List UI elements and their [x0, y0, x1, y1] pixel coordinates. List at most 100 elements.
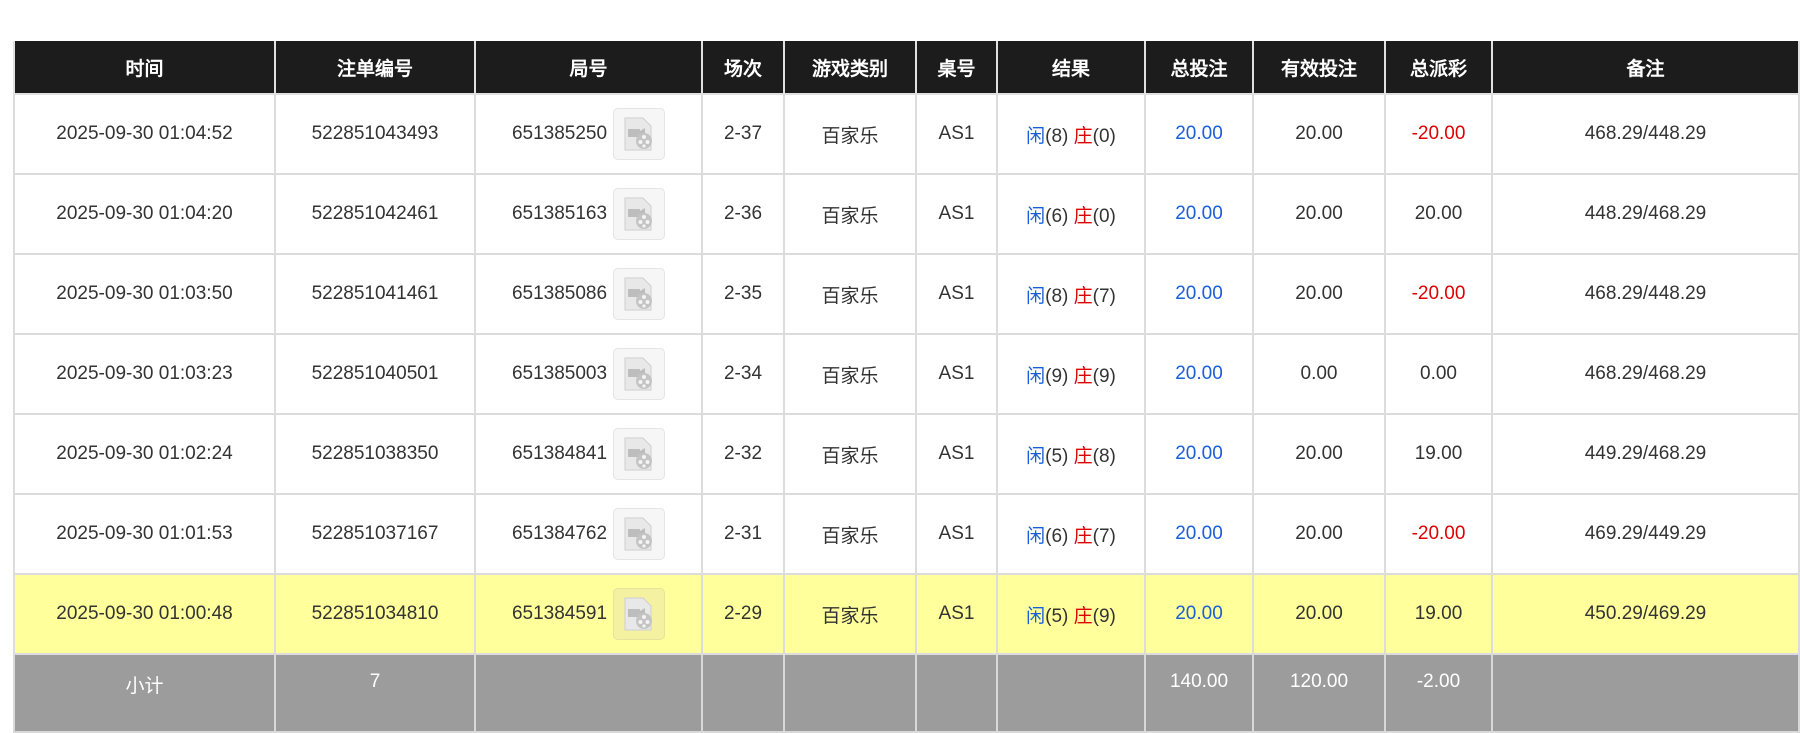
- valid-bet-cell: 20.00: [1252, 493, 1386, 575]
- header-bet-id: 注单编号: [274, 41, 476, 95]
- header-game-type: 游戏类别: [783, 41, 917, 95]
- note-cell: 468.29/448.29: [1491, 93, 1800, 175]
- banker-label: 庄: [1073, 125, 1093, 147]
- round-number: 651384591: [511, 603, 608, 625]
- table-row: 2025-09-30 01:00:48 522851034810 651384591…: [13, 573, 1800, 655]
- player-score: (6): [1045, 205, 1069, 227]
- payout-cell: 20.00: [1384, 173, 1493, 255]
- round-cell: 651384762: [474, 493, 703, 575]
- round-number: 651384841: [511, 443, 608, 465]
- shoe-cell: 2-36: [701, 173, 785, 255]
- result-cell: 闲(5) 庄(8): [996, 413, 1146, 495]
- table-no-cell: AS1: [915, 333, 998, 415]
- total-bet-cell: 20.00: [1144, 173, 1254, 255]
- time-cell: 2025-09-30 01:02:24: [13, 413, 276, 495]
- round-cell: 651385250: [474, 93, 703, 175]
- bet-id-cell: 522851041461: [274, 253, 476, 335]
- player-label: 闲: [1026, 125, 1046, 147]
- banker-label: 庄: [1073, 525, 1093, 547]
- bet-id-cell: 522851040501: [274, 333, 476, 415]
- valid-bet-cell: 20.00: [1252, 253, 1386, 335]
- time-cell: 2025-09-30 01:01:53: [13, 493, 276, 575]
- header-result: 结果: [996, 41, 1146, 95]
- result-cell: 闲(6) 庄(7): [996, 493, 1146, 575]
- round-cell: 651385003: [474, 333, 703, 415]
- video-replay-icon[interactable]: [613, 268, 666, 320]
- time-cell: 2025-09-30 01:03:23: [13, 333, 276, 415]
- game-type-cell: 百家乐: [783, 253, 917, 335]
- table-row: 2025-09-30 01:04:52 522851043493 651385250…: [13, 93, 1800, 175]
- shoe-cell: 2-32: [701, 413, 785, 495]
- game-type-cell: 百家乐: [783, 173, 917, 255]
- header-round: 局号: [474, 41, 703, 95]
- video-replay-icon[interactable]: [613, 188, 666, 240]
- note-cell: 468.29/448.29: [1491, 253, 1800, 335]
- shoe-cell: 2-35: [701, 253, 785, 335]
- valid-bet-cell: 20.00: [1252, 173, 1386, 255]
- player-label: 闲: [1026, 525, 1046, 547]
- table-header: 时间 注单编号 局号 场次 游戏类别 桌号 结果 总投注 有效投注 总派彩 备注: [13, 41, 1800, 95]
- bet-records-table: 时间 注单编号 局号 场次 游戏类别 桌号 结果 总投注 有效投注 总派彩 备注 2025-09-3…: [13, 41, 1800, 733]
- payout-cell: -20.00: [1384, 93, 1493, 175]
- game-type-cell: 百家乐: [783, 493, 917, 575]
- bet-id-cell: 522851037167: [274, 493, 476, 575]
- valid-bet-cell: 20.00: [1252, 413, 1386, 495]
- payout-cell: 19.00: [1384, 413, 1493, 495]
- banker-score: (0): [1092, 205, 1116, 227]
- table-row: 2025-09-30 01:03:23 522851040501 651385003…: [13, 333, 1800, 415]
- round-cell: 651385086: [474, 253, 703, 335]
- shoe-cell: 2-29: [701, 573, 785, 655]
- round-cell: 651385163: [474, 173, 703, 255]
- total-bet-cell: 20.00: [1144, 333, 1254, 415]
- table-row: 2025-09-30 01:03:50 522851041461 651385086…: [13, 253, 1800, 335]
- shoe-cell: 2-37: [701, 93, 785, 175]
- shoe-cell: 2-31: [701, 493, 785, 575]
- subtotal-payout: -2.00: [1384, 653, 1493, 733]
- player-score: (5): [1045, 445, 1069, 467]
- header-note: 备注: [1491, 41, 1800, 95]
- bet-id-cell: 522851043493: [274, 93, 476, 175]
- banker-label: 庄: [1073, 445, 1093, 467]
- header-shoe: 场次: [701, 41, 785, 95]
- video-replay-icon[interactable]: [613, 508, 666, 560]
- header-table-no: 桌号: [915, 41, 998, 95]
- player-label: 闲: [1026, 365, 1046, 387]
- banker-score: (9): [1092, 605, 1116, 627]
- result-cell: 闲(5) 庄(9): [996, 573, 1146, 655]
- valid-bet-cell: 20.00: [1252, 573, 1386, 655]
- video-replay-icon[interactable]: [613, 348, 666, 400]
- subtotal-label: 小计: [13, 653, 276, 733]
- note-cell: 469.29/449.29: [1491, 493, 1800, 575]
- payout-cell: 0.00: [1384, 333, 1493, 415]
- header-time: 时间: [13, 41, 276, 95]
- round-number: 651385086: [511, 283, 608, 305]
- table-no-cell: AS1: [915, 253, 998, 335]
- total-bet-cell: 20.00: [1144, 93, 1254, 175]
- banker-score: (0): [1092, 125, 1116, 147]
- round-number: 651385003: [511, 363, 608, 385]
- time-cell: 2025-09-30 01:00:48: [13, 573, 276, 655]
- table-no-cell: AS1: [915, 413, 998, 495]
- table-row: 2025-09-30 01:01:53 522851037167 651384762…: [13, 493, 1800, 575]
- subtotal-count: 7: [274, 653, 476, 733]
- header-total-bet: 总投注: [1144, 41, 1254, 95]
- player-label: 闲: [1026, 205, 1046, 227]
- note-cell: 468.29/468.29: [1491, 333, 1800, 415]
- valid-bet-cell: 0.00: [1252, 333, 1386, 415]
- banker-score: (7): [1092, 525, 1116, 547]
- player-score: (8): [1045, 285, 1069, 307]
- video-replay-icon[interactable]: [613, 428, 666, 480]
- player-label: 闲: [1026, 605, 1046, 627]
- total-bet-cell: 20.00: [1144, 493, 1254, 575]
- table-no-cell: AS1: [915, 173, 998, 255]
- note-cell: 449.29/468.29: [1491, 413, 1800, 495]
- result-cell: 闲(9) 庄(9): [996, 333, 1146, 415]
- result-cell: 闲(6) 庄(0): [996, 173, 1146, 255]
- table-row: 2025-09-30 01:04:20 522851042461 651385163…: [13, 173, 1800, 255]
- video-replay-icon[interactable]: [613, 108, 666, 160]
- table-no-cell: AS1: [915, 493, 998, 575]
- video-replay-icon[interactable]: [613, 588, 666, 640]
- note-cell: 450.29/469.29: [1491, 573, 1800, 655]
- game-type-cell: 百家乐: [783, 573, 917, 655]
- game-type-cell: 百家乐: [783, 413, 917, 495]
